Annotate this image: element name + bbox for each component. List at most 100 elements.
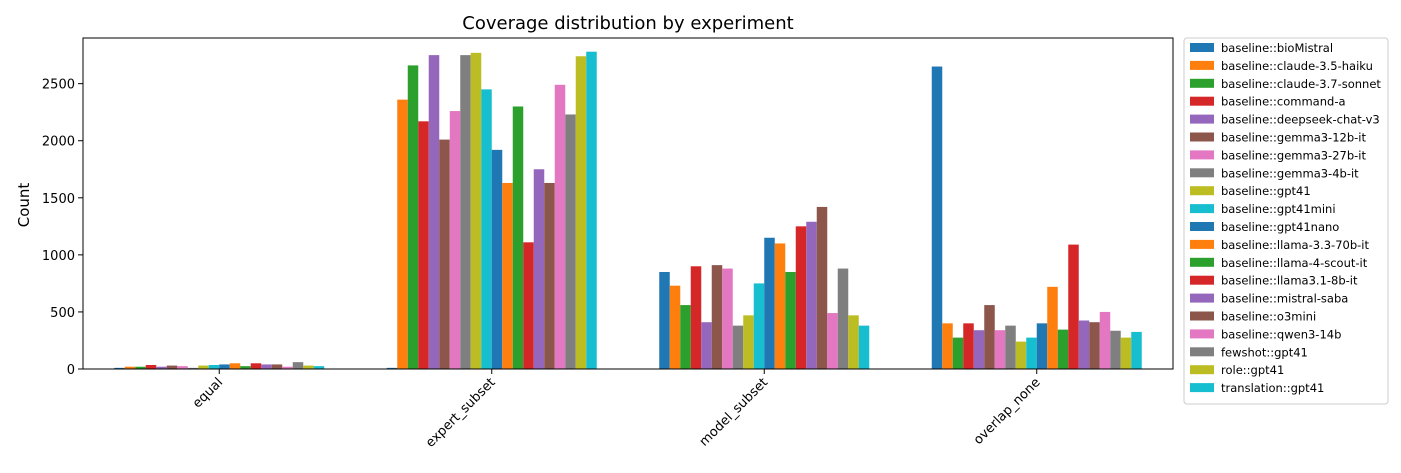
bar: [1120, 337, 1132, 369]
x-axis-ticks: equal expert_subset model_subset overlap_no…: [190, 369, 1044, 451]
legend-swatch: [1190, 347, 1214, 357]
bar: [303, 365, 314, 369]
y-tick-label: 500: [50, 306, 75, 321]
y-tick-label: 1500: [42, 192, 75, 207]
bar: [240, 366, 251, 369]
legend-swatch: [1190, 168, 1214, 178]
legend-entry: baseline::gemma3-4b-it: [1221, 166, 1359, 180]
bar: [1099, 311, 1111, 369]
bar: [1026, 337, 1037, 369]
bar: [502, 182, 513, 369]
legend-entry: baseline::gemma3-27b-it: [1221, 148, 1366, 162]
legend-entry: baseline::gpt41: [1221, 184, 1311, 198]
bar: [575, 56, 587, 369]
legend-swatch: [1190, 43, 1214, 52]
y-tick-label: 2500: [42, 78, 75, 93]
legend-entry: baseline::bioMistral: [1221, 41, 1333, 55]
bar: [1047, 286, 1058, 369]
bar: [124, 366, 136, 369]
legend-entry: role::gpt41: [1221, 363, 1284, 377]
legend-swatch: [1190, 96, 1214, 106]
bar: [261, 364, 272, 369]
chart-title: Coverage distribution by experiment: [462, 13, 793, 34]
bar: [669, 285, 681, 369]
bar: [1110, 330, 1121, 369]
bar: [156, 366, 167, 369]
bar: [292, 362, 304, 369]
legend-entry: baseline::deepseek-chat-v3: [1221, 113, 1380, 127]
bar: [774, 243, 786, 369]
bar: [554, 84, 566, 370]
bar: [1068, 244, 1079, 369]
bar: [491, 149, 503, 369]
bar: [1131, 331, 1142, 369]
legend-entry: baseline::llama-3.3-70b-it: [1221, 238, 1369, 252]
bar: [984, 305, 995, 369]
y-tick-label: 1000: [42, 249, 75, 264]
legend-swatch: [1190, 132, 1214, 142]
legend-swatch: [1190, 114, 1214, 124]
bar: [187, 367, 199, 369]
y-axis-label: Count: [15, 183, 33, 228]
legend-swatch: [1190, 365, 1214, 375]
bar: [764, 237, 775, 369]
legend-swatch: [1190, 275, 1214, 285]
bar: [428, 55, 440, 370]
bar: [208, 365, 220, 369]
bar: [523, 242, 534, 369]
legend-swatch: [1190, 329, 1214, 339]
bar: [449, 111, 461, 370]
x-tick-label: expert_subset: [423, 375, 499, 451]
legend: baseline::bioMistralbaseline::claude-3.5…: [1183, 37, 1389, 405]
bar: [690, 266, 702, 369]
legend-entry: baseline::llama-4-scout-it: [1221, 256, 1368, 270]
bar: [166, 365, 178, 369]
bar: [1089, 322, 1100, 369]
bar: [313, 366, 325, 369]
legend-entry: translation::gpt41: [1221, 381, 1324, 395]
bar: [135, 366, 146, 369]
legend-entry: baseline::gemma3-12b-it: [1221, 131, 1366, 145]
bar: [795, 226, 807, 369]
x-tick-label: overlap_none: [971, 375, 1044, 448]
legend-swatch: [1190, 60, 1214, 70]
y-tick-label: 2000: [42, 135, 75, 150]
bar: [229, 363, 241, 369]
bar: [680, 305, 691, 369]
bar: [1015, 341, 1027, 369]
legend-swatch: [1190, 383, 1214, 393]
bar: [952, 337, 964, 369]
bar: [753, 283, 765, 369]
legend-swatch: [1190, 150, 1214, 160]
plot-frame: [82, 37, 1174, 370]
y-axis-ticks: 0 500 1000 1500 2000 2500: [42, 78, 83, 378]
bar: [1005, 325, 1016, 369]
bar: [533, 169, 545, 369]
bar: [701, 322, 712, 369]
bar: [418, 121, 429, 369]
bar: [282, 366, 293, 369]
bar: [386, 367, 398, 369]
legend-swatch: [1190, 186, 1214, 196]
legend-swatch: [1190, 222, 1214, 231]
bar: [198, 365, 209, 369]
bar: [1078, 320, 1090, 369]
bar: [512, 106, 524, 369]
bars-layer: [114, 51, 1142, 370]
legend-entry: baseline::o3mini: [1221, 310, 1316, 324]
legend-entry: baseline::claude-3.7-sonnet: [1221, 77, 1381, 91]
bar: [470, 52, 482, 370]
bar: [586, 51, 597, 369]
bar: [994, 330, 1006, 369]
bar: [732, 325, 744, 369]
bar: [145, 365, 157, 369]
bar: [481, 89, 492, 370]
bar: [177, 366, 188, 369]
bar: [711, 265, 723, 369]
bar: [439, 139, 450, 369]
legend-swatch: [1190, 257, 1214, 267]
bar: [1057, 329, 1069, 369]
legend-swatch: [1190, 239, 1214, 249]
bar: [219, 364, 230, 369]
bar: [460, 55, 471, 370]
